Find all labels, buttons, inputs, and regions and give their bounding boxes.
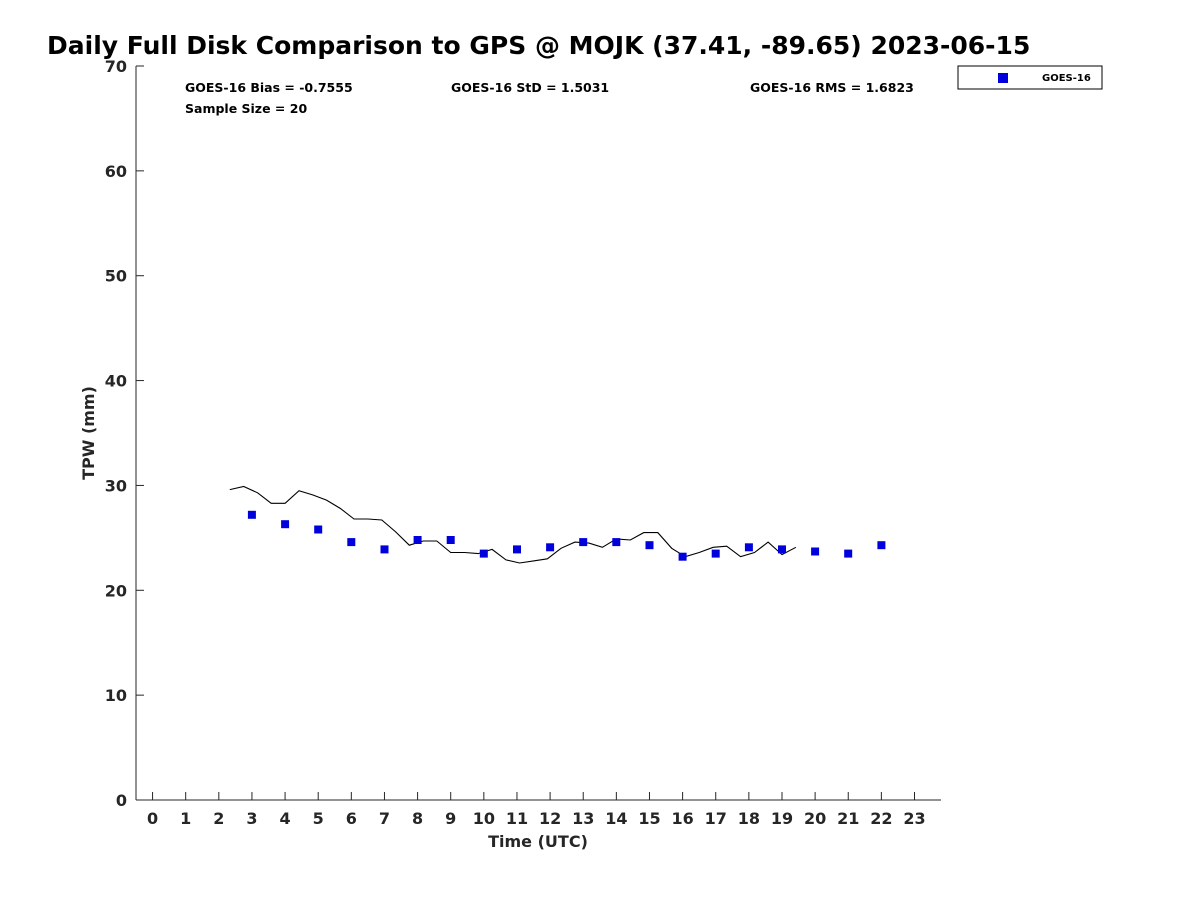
goes-16-point [546,543,555,552]
y-tick-label: 50 [105,267,127,286]
goes-16-point [778,545,786,554]
goes-16-point [844,549,853,558]
goes-16-point [247,510,256,519]
x-tick-label: 22 [870,809,892,828]
y-tick-label: 30 [105,476,127,495]
x-tick-label: 19 [771,809,793,828]
y-tick-label: 70 [105,57,127,76]
stat-std: GOES-16 StD = 1.5031 [451,80,609,95]
x-tick-label: 18 [738,809,760,828]
y-axis-label: TPW (mm) [79,386,98,480]
x-tick-label: 15 [638,809,660,828]
goes-16-point [281,520,290,529]
x-tick-label: 14 [605,809,627,828]
x-axis: 0 1 2 3 4 5 6 7 8 9 10 11 12 13 14 15 16 17 18 19 20 21 22 23 [147,792,926,828]
goes-16-point [612,538,621,547]
y-tick-label: 40 [105,372,127,391]
y-tick-label: 20 [105,581,127,600]
x-tick-label: 11 [506,809,528,828]
x-tick-label: 20 [804,809,826,828]
x-tick-label: 5 [313,809,324,828]
legend-label-goes-16: GOES-16 [1042,73,1091,84]
x-tick-label: 2 [213,809,224,828]
x-tick-label: 6 [346,809,357,828]
goes-16-point [413,536,422,544]
stat-rms: GOES-16 RMS = 1.6823 [750,80,914,95]
series-layer [229,485,886,564]
goes-16-point [744,543,753,552]
goes-16-point [678,552,687,561]
goes-16-point [711,549,720,558]
x-tick-label: 8 [412,809,423,828]
legend-box [957,65,1103,90]
goes-16-point [579,538,588,547]
x-tick-label: 23 [903,809,925,828]
x-tick-label: 4 [280,809,291,828]
gps-tpw-line [229,485,797,564]
goes-16-point [645,541,654,550]
x-tick-label: 17 [705,809,727,828]
x-tick-label: 9 [445,809,456,828]
x-tick-label: 0 [147,809,158,828]
plot-area [135,66,941,801]
goes-16-point [811,547,820,556]
y-tick-label: 0 [116,791,127,810]
x-tick-label: 1 [180,809,191,828]
chart-title: Daily Full Disk Comparison to GPS @ MOJK… [47,31,1030,60]
x-tick-label: 3 [246,809,257,828]
x-tick-label: 7 [379,809,390,828]
stat-sample-size: Sample Size = 20 [185,101,307,116]
x-tick-label: 21 [837,809,859,828]
x-axis-label: Time (UTC) [488,832,588,851]
x-tick-label: 13 [572,809,594,828]
goes-16-point [479,549,488,558]
x-tick-label: 16 [671,809,693,828]
y-tick-label: 10 [105,686,127,705]
y-axis: 0 10 20 30 40 50 60 70 [105,57,144,810]
goes-16-point [314,525,323,534]
legend-marker-goes-16 [998,73,1008,83]
y-tick-label: 60 [105,162,127,181]
goes-16-point [513,545,521,554]
x-tick-label: 12 [539,809,561,828]
stat-bias: GOES-16 Bias = -0.7555 [185,80,353,95]
goes-16-point [877,541,886,550]
x-tick-label: 10 [473,809,495,828]
goes-16-point [380,545,389,554]
goes-16-point [347,538,356,547]
legend: GOES-16 [957,65,1103,90]
goes-16-point [446,536,455,544]
